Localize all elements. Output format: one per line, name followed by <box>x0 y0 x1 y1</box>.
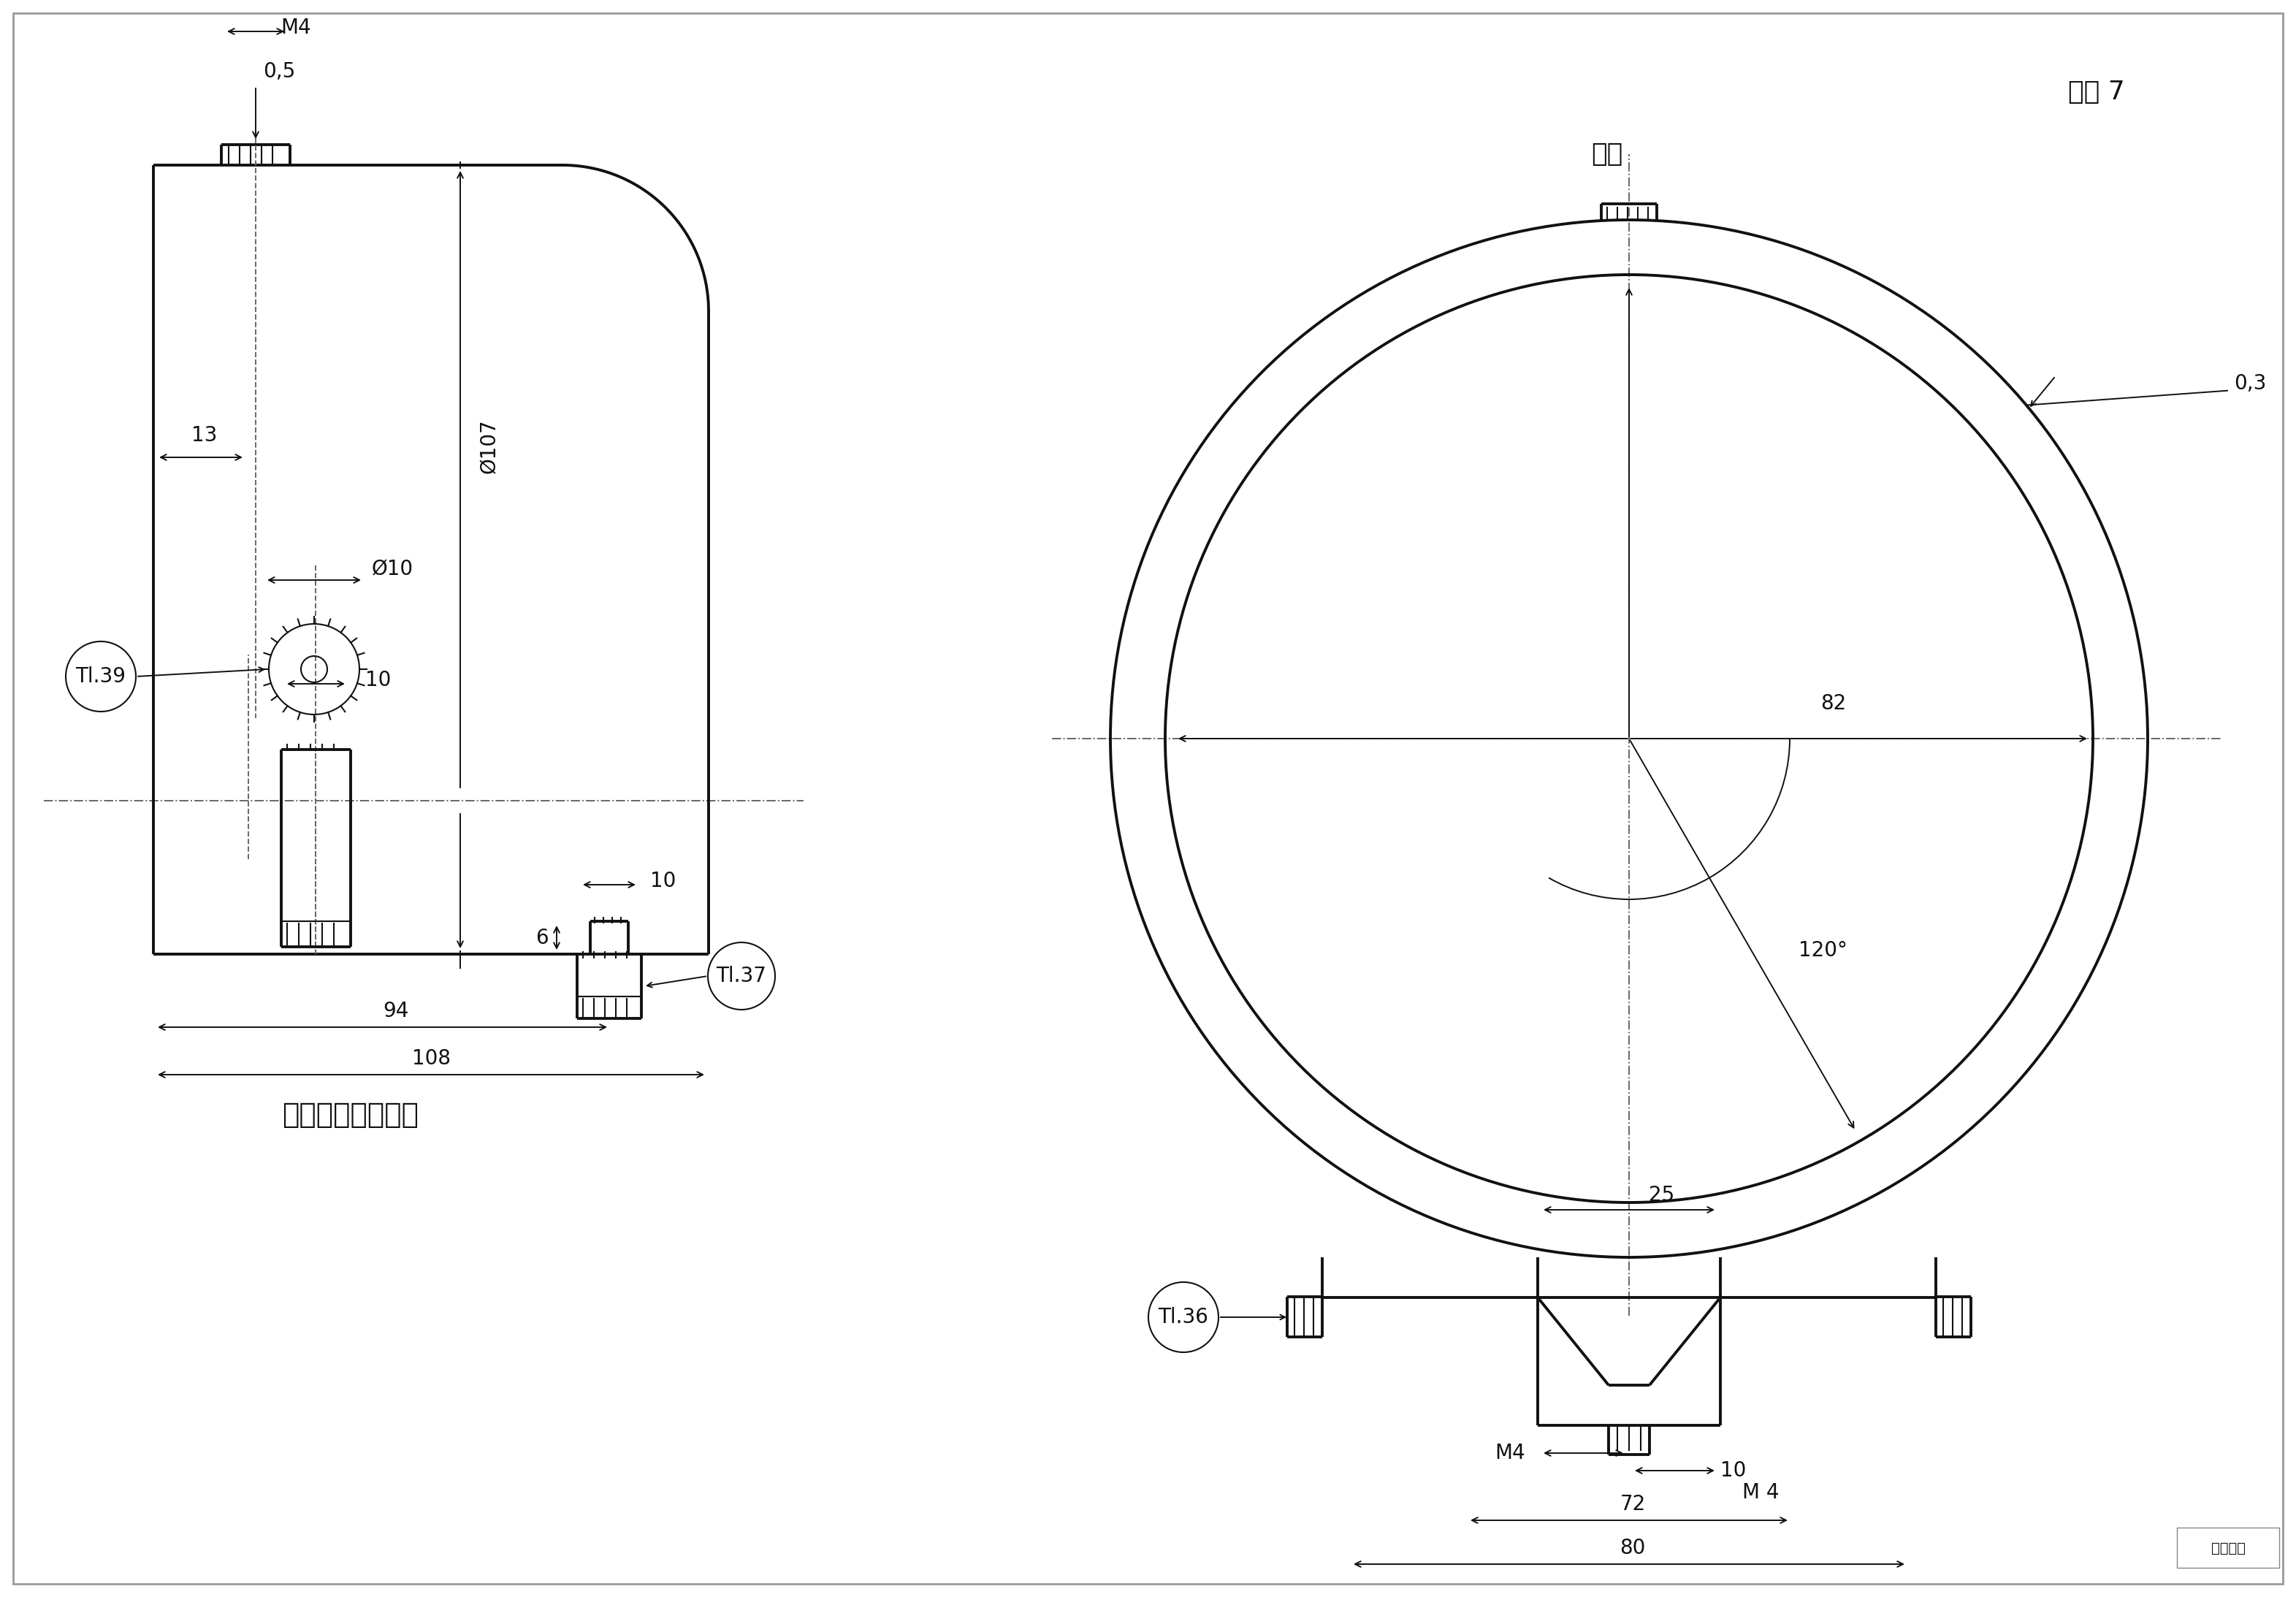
Circle shape <box>1148 1282 1219 1353</box>
Text: 所有连接使用硬锊: 所有连接使用硬锊 <box>282 1100 418 1129</box>
Text: 72: 72 <box>1619 1493 1646 1514</box>
Circle shape <box>67 642 135 712</box>
Text: 10: 10 <box>365 669 390 690</box>
Text: 模友之家: 模友之家 <box>2211 1541 2245 1555</box>
Text: 80: 80 <box>1619 1538 1646 1559</box>
Text: 13: 13 <box>191 425 218 446</box>
Text: 10: 10 <box>650 870 677 891</box>
Bar <box>2177 1528 2280 1568</box>
Text: M 4: M 4 <box>1743 1482 1779 1503</box>
Text: Tl.36: Tl.36 <box>1157 1306 1208 1327</box>
Text: 108: 108 <box>411 1048 450 1068</box>
Text: Ø10: Ø10 <box>372 559 413 580</box>
Text: 6: 6 <box>535 928 549 949</box>
Text: 图表 7: 图表 7 <box>2069 80 2126 104</box>
Circle shape <box>707 942 776 1009</box>
Text: 120°: 120° <box>1798 941 1846 961</box>
Text: 10: 10 <box>1720 1460 1747 1480</box>
Text: Tl.39: Tl.39 <box>76 666 126 687</box>
Text: 0,3: 0,3 <box>2234 374 2266 393</box>
Text: M4: M4 <box>280 18 310 38</box>
Text: M4: M4 <box>1495 1442 1525 1463</box>
Text: 25: 25 <box>1649 1185 1674 1206</box>
Text: 94: 94 <box>383 1001 409 1022</box>
Text: Ø107: Ø107 <box>480 418 501 474</box>
Text: Tl.37: Tl.37 <box>716 966 767 987</box>
Text: 0,5: 0,5 <box>264 61 296 81</box>
Text: 82: 82 <box>1821 693 1846 714</box>
Text: 机壳: 机壳 <box>1591 142 1623 166</box>
